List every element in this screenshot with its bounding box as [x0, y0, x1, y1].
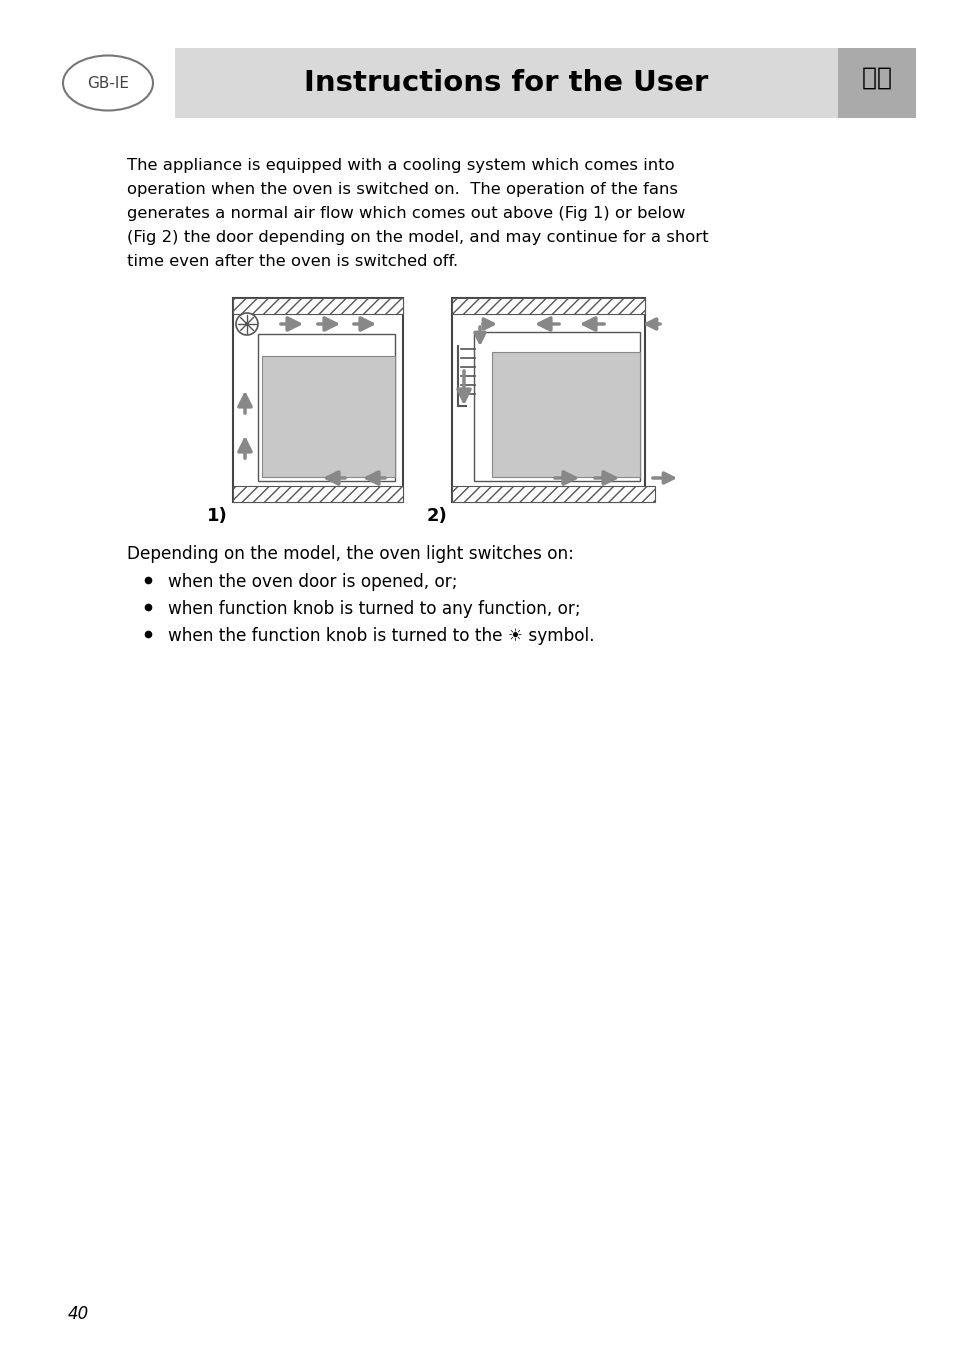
Text: when the function knob is turned to the ☀ symbol.: when the function knob is turned to the …	[168, 627, 594, 645]
Bar	[837, 49, 915, 118]
Text: when function knob is turned to any function, or;: when function knob is turned to any func…	[168, 600, 580, 618]
Text: time even after the oven is switched off.: time even after the oven is switched off…	[127, 254, 457, 269]
Bar	[233, 485, 402, 502]
Text: generates a normal air flow which comes out above (Fig 1) or below: generates a normal air flow which comes …	[127, 206, 684, 220]
Text: (Fig 2) the door depending on the model, and may continue for a short: (Fig 2) the door depending on the model,…	[127, 230, 708, 245]
Text: Depending on the model, the oven light switches on:: Depending on the model, the oven light s…	[127, 545, 574, 562]
Text: Instructions for the User: Instructions for the User	[304, 69, 708, 97]
Text: operation when the oven is switched on.  The operation of the fans: operation when the oven is switched on. …	[127, 183, 678, 197]
Text: The appliance is equipped with a cooling system which comes into: The appliance is equipped with a cooling…	[127, 158, 674, 173]
Circle shape	[245, 322, 249, 326]
Text: GB-IE: GB-IE	[87, 76, 129, 91]
Bar	[233, 297, 402, 314]
Bar	[452, 485, 655, 502]
Bar	[474, 333, 639, 481]
Bar	[174, 49, 837, 118]
Text: 40: 40	[68, 1305, 90, 1324]
Text: 1): 1)	[207, 507, 228, 525]
Text: 2): 2)	[426, 507, 447, 525]
Bar	[452, 297, 644, 502]
Text: when the oven door is opened, or;: when the oven door is opened, or;	[168, 573, 457, 591]
Bar	[452, 297, 644, 314]
Circle shape	[235, 314, 257, 335]
Bar	[492, 352, 639, 477]
Bar	[257, 334, 395, 481]
Bar	[233, 297, 402, 502]
Text: 👨‍🍳: 👨‍🍳	[862, 66, 891, 91]
Ellipse shape	[63, 55, 152, 111]
Bar	[262, 356, 395, 477]
